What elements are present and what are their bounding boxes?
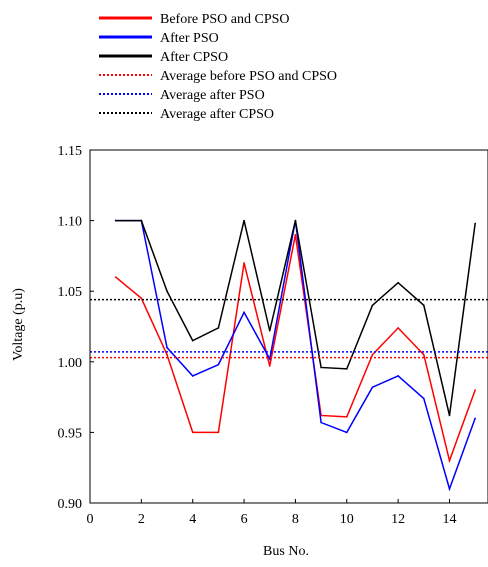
data-point — [268, 365, 271, 367]
y-tick-label: 0.90 — [58, 497, 83, 512]
data-point — [294, 233, 297, 236]
y-tick-label: 0.95 — [58, 426, 83, 441]
series-line-2 — [115, 219, 476, 416]
data-point — [423, 304, 425, 307]
x-tick-label: 2 — [138, 512, 145, 527]
data-point — [114, 276, 117, 278]
data-point — [474, 222, 476, 225]
x-tick-label: 10 — [340, 512, 354, 527]
data-point — [371, 304, 374, 307]
y-tick-label: 1.15 — [58, 144, 83, 159]
data-point — [448, 459, 451, 462]
data-point — [320, 421, 322, 424]
x-tick-label: 8 — [292, 512, 299, 527]
data-point — [474, 389, 476, 391]
legend: Before PSO and CPSO After PSO After CPSO Av… — [99, 12, 337, 122]
data-point — [371, 386, 374, 389]
data-point — [217, 327, 220, 329]
x-axis-label: Bus No. — [263, 544, 309, 559]
data-point — [397, 375, 399, 377]
legend-label: Before PSO and CPSO — [160, 12, 290, 27]
legend-label: Average after PSO — [160, 88, 265, 103]
y-tick-label: 1.00 — [58, 356, 83, 371]
data-point — [474, 417, 476, 420]
legend-label: After PSO — [160, 31, 219, 46]
data-point — [191, 339, 194, 342]
legend-label: After CPSO — [160, 50, 228, 65]
series-line-0 — [115, 234, 476, 464]
data-point — [423, 353, 425, 356]
data-point — [243, 311, 245, 314]
data-point — [140, 297, 143, 300]
x-tick-label: 6 — [241, 512, 248, 527]
legend-label: Average before PSO and CPSO — [160, 69, 337, 84]
data-point — [191, 431, 194, 434]
y-axis-label: Voltage (p.u) — [11, 288, 26, 361]
data-point — [320, 366, 322, 369]
data-point — [423, 397, 425, 400]
data-point — [140, 219, 143, 222]
y-axis-ticks: 0.90 0.95 1.00 1.05 1.10 1.15 — [58, 144, 94, 512]
data-point — [345, 416, 348, 418]
data-point — [114, 219, 117, 222]
data-point — [166, 353, 168, 356]
data-point — [243, 262, 245, 264]
data-point — [294, 219, 297, 222]
data-point — [268, 329, 271, 332]
data-point — [217, 363, 220, 366]
data-point — [448, 488, 451, 490]
series-line-1 — [115, 219, 476, 492]
data-point — [448, 414, 451, 417]
plot-marks — [90, 219, 488, 492]
data-point — [166, 290, 168, 293]
data-point — [345, 431, 348, 434]
data-point — [371, 353, 374, 356]
data-point — [191, 375, 194, 377]
y-tick-label: 1.05 — [58, 285, 83, 300]
data-point — [243, 219, 245, 222]
y-tick-label: 1.10 — [58, 215, 83, 230]
x-tick-label: 12 — [391, 512, 405, 527]
data-point — [166, 346, 168, 349]
data-point — [397, 327, 399, 329]
data-point — [268, 358, 271, 360]
x-tick-label: 14 — [442, 512, 456, 527]
x-axis-ticks: 0 2 4 6 8 10 12 14 — [87, 499, 456, 527]
data-point — [217, 431, 220, 434]
x-tick-label: 0 — [87, 512, 94, 527]
data-point — [345, 368, 348, 370]
x-tick-label: 4 — [189, 512, 196, 527]
legend-label: Average after CPSO — [160, 107, 274, 122]
data-point — [397, 281, 399, 284]
plot-frame — [89, 149, 488, 504]
